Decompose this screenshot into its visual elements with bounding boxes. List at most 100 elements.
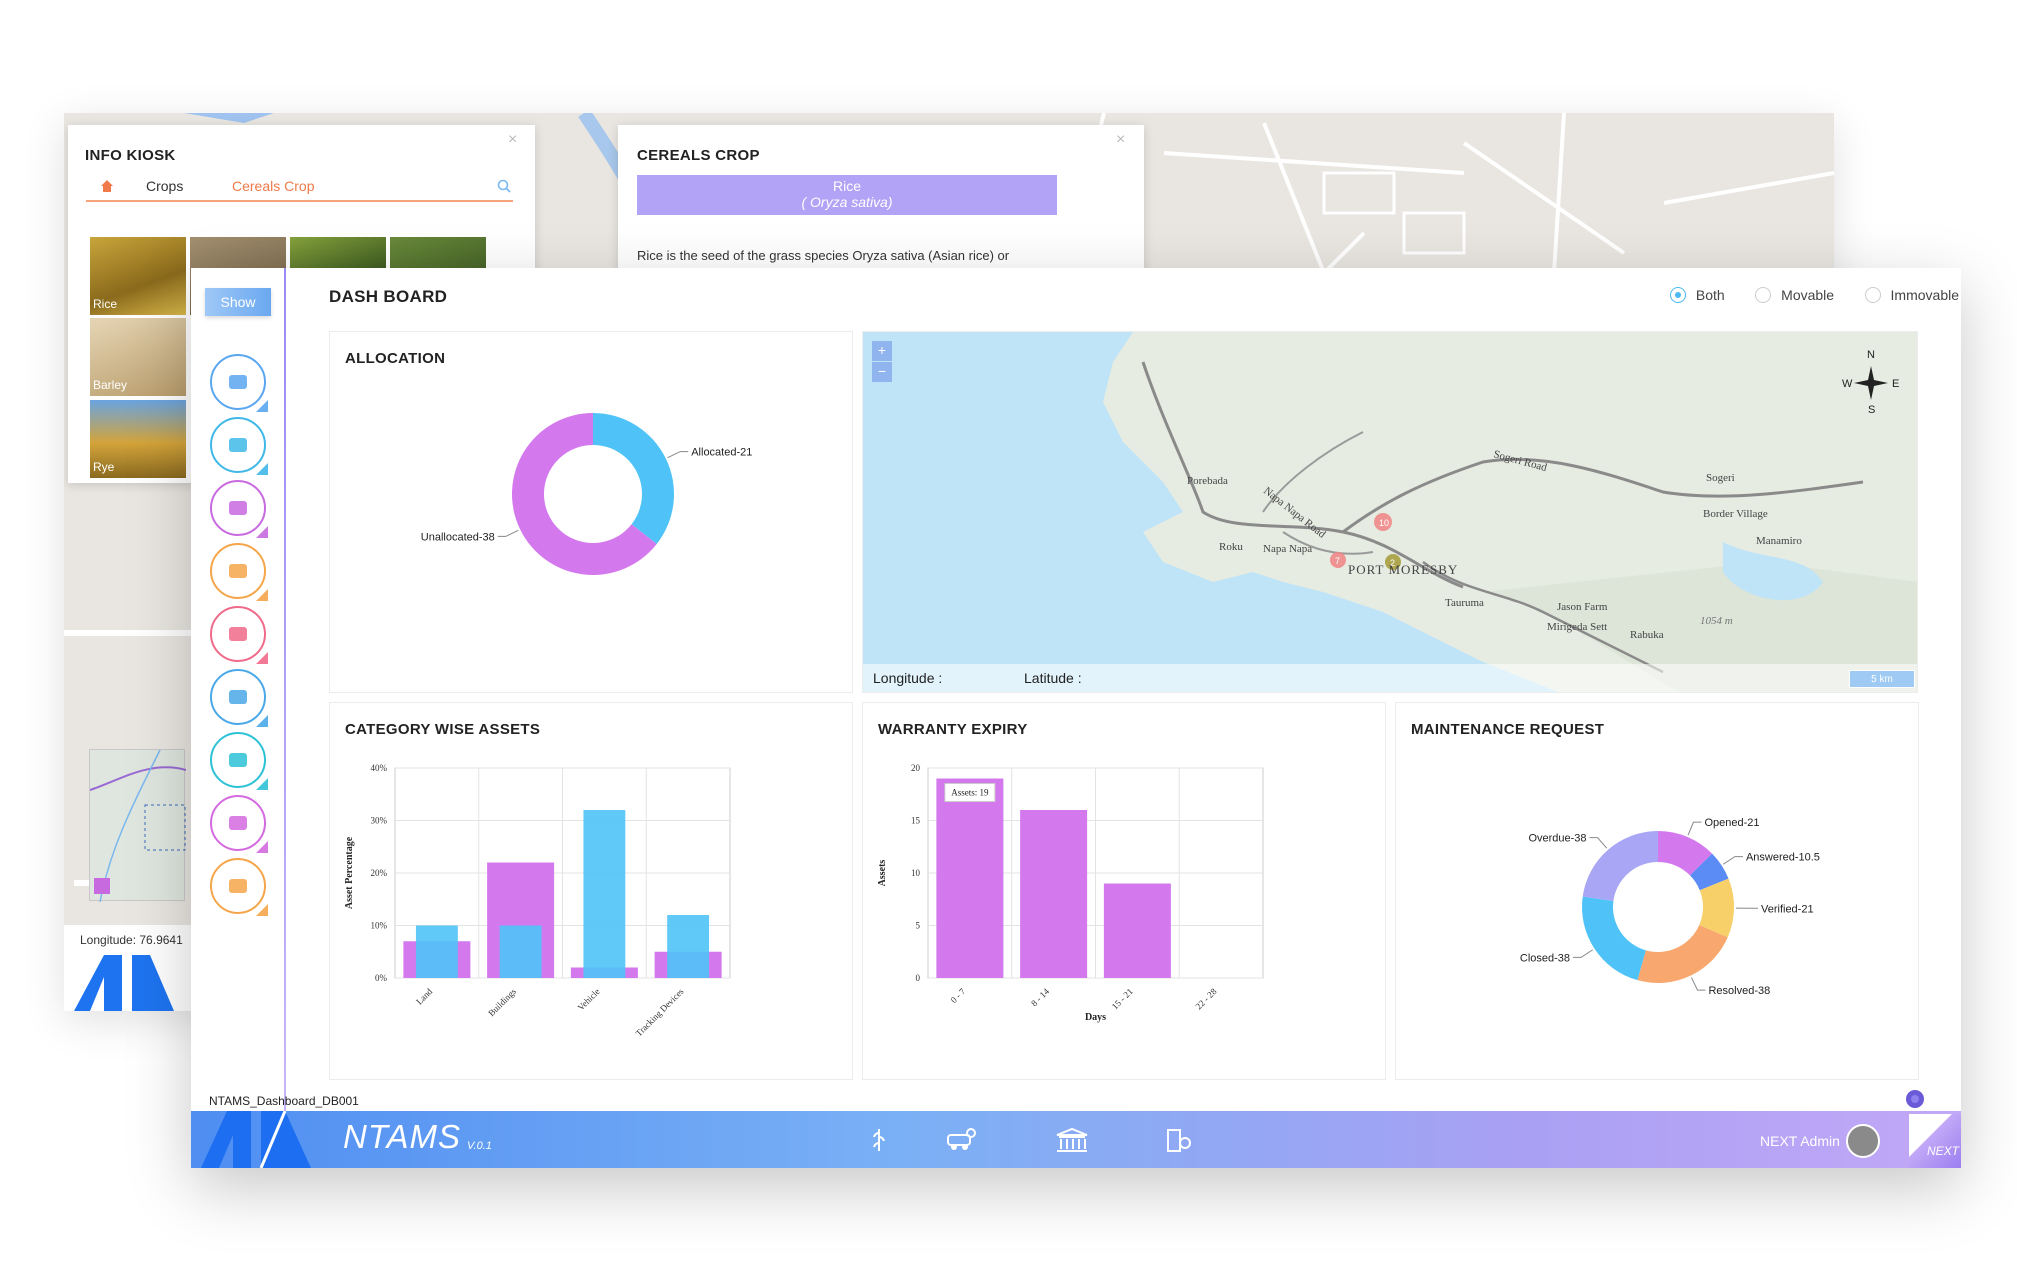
map-cluster-marker[interactable] <box>1330 552 1346 568</box>
x-tick-label: 8 - 14 <box>1029 986 1051 1008</box>
map-place-label: Roku <box>1219 541 1243 553</box>
bar[interactable] <box>1020 810 1088 978</box>
crop-name-banner: Rice ( Oryza sativa) <box>637 175 1057 215</box>
sidebar-item[interactable] <box>210 669 266 725</box>
y-tick-label: 5 <box>916 921 921 931</box>
tab-cereals-crop[interactable]: Cereals Crop <box>232 178 315 194</box>
close-icon[interactable]: × <box>508 131 518 148</box>
gear-icon <box>229 627 247 641</box>
slice-label: Resolved-38 <box>1708 985 1770 997</box>
footer-bar: NTAMS V.0.1 NEXT Admin NEXT <box>191 1111 1961 1168</box>
donut-slice[interactable] <box>1658 831 1713 876</box>
donut-slice[interactable] <box>1582 896 1646 981</box>
crop-scientific-name: ( Oryza sativa) <box>801 194 893 210</box>
crop-name: Rice <box>832 178 861 194</box>
sidebar-item[interactable] <box>210 732 266 788</box>
radio-immovable[interactable]: Immovable <box>1864 287 1959 303</box>
latitude-label: Latitude : <box>1024 670 1082 686</box>
slice-label: Verified-21 <box>1761 903 1814 915</box>
radio-dot[interactable] <box>1864 287 1881 303</box>
maintenance-request-chart[interactable]: Opened-21 Answered-10.5 Verified-21 Resolve… <box>1396 743 1920 1079</box>
maintenance-request-title: MAINTENANCE REQUEST <box>1411 721 1605 738</box>
bg-footer-area: Longitude: 76.9641 <box>64 925 194 1011</box>
slice-label: Unallocated-38 <box>421 531 495 543</box>
bar[interactable] <box>499 925 542 979</box>
sidebar-item[interactable] <box>210 543 266 599</box>
radio-movable[interactable]: Movable <box>1755 287 1834 303</box>
zoom-out-button[interactable]: − <box>872 362 892 382</box>
bar[interactable] <box>1103 883 1171 979</box>
users-icon <box>229 501 247 515</box>
slice-leader-line <box>1589 837 1608 849</box>
warranty-expiry-chart[interactable]: 0 5 10 15 20 0 - 7 8 - 14 15 - 21 22 - 28 Assets D… <box>863 743 1387 1079</box>
agriculture-icon[interactable] <box>871 1127 895 1153</box>
slice-label: Answered-10.5 <box>1746 852 1820 864</box>
zoom-in-button[interactable]: + <box>872 341 892 361</box>
show-button[interactable]: Show <box>205 288 271 316</box>
category-assets-card: CATEGORY WISE ASSETS 0% 10% 20% 30% 40% Land B… <box>329 702 853 1080</box>
radio-both[interactable]: Both <box>1669 287 1725 303</box>
sidebar-item[interactable] <box>210 480 266 536</box>
dashboard-window: Show DASH BOARD Both Movable Immovable A… <box>191 268 1961 1168</box>
crop-tile-rye[interactable]: Rye <box>90 400 186 478</box>
vehicle-service-icon[interactable] <box>945 1127 977 1153</box>
bar[interactable] <box>583 810 626 978</box>
map-cluster-marker[interactable] <box>1374 513 1392 531</box>
search-icon[interactable] <box>497 179 511 193</box>
sidebar-item[interactable] <box>210 417 266 473</box>
bar[interactable] <box>415 925 458 979</box>
version-label: V.0.1 <box>467 1140 492 1152</box>
sidebar-item[interactable] <box>210 354 266 410</box>
mini-map[interactable] <box>89 749 187 903</box>
next-corner-logo: NEXT <box>1909 1114 1961 1168</box>
mini-map-image <box>89 749 187 903</box>
slice-leader-line <box>1722 856 1743 865</box>
sidebar-item[interactable] <box>210 858 266 914</box>
location-map[interactable]: 10 7 2 Porebada Napa Napa Road Roku Napa… <box>863 332 1918 693</box>
radio-label: Immovable <box>1890 287 1959 303</box>
slice-leader-line <box>497 529 519 537</box>
settings-flower-icon[interactable] <box>1904 1088 1926 1110</box>
bar[interactable] <box>667 915 710 978</box>
tab-crops[interactable]: Crops <box>146 178 184 194</box>
sidebar-divider <box>284 268 286 1113</box>
crop-tile-rice[interactable]: Rice <box>90 237 186 315</box>
map-place-label: Jason Farm <box>1557 601 1608 613</box>
radio-dot[interactable] <box>1669 287 1686 303</box>
y-tick-label: 10% <box>371 921 388 931</box>
avatar[interactable] <box>1846 1124 1880 1158</box>
donut-slice[interactable] <box>511 413 657 575</box>
radio-label: Both <box>1695 287 1725 303</box>
donut-slice[interactable] <box>1690 853 1729 891</box>
government-building-icon[interactable] <box>1055 1127 1089 1153</box>
x-axis-label: Days <box>1085 1012 1106 1023</box>
donut-slice[interactable] <box>1637 924 1728 983</box>
sidebar-item[interactable] <box>210 606 266 662</box>
kiosk-tabs: Crops Cereals Crop <box>86 176 513 202</box>
category-assets-chart[interactable]: 0% 10% 20% 30% 40% Land Buildings Vehicle Tracki… <box>330 743 854 1079</box>
map-place-label: Porebada <box>1187 475 1228 487</box>
donut-slice[interactable] <box>1582 831 1658 901</box>
radio-dot[interactable] <box>1755 287 1772 303</box>
crop-tile-label: Barley <box>93 378 128 392</box>
donut-slice[interactable] <box>1699 878 1734 938</box>
close-icon[interactable]: × <box>1116 131 1126 148</box>
donut-slice[interactable] <box>593 413 674 545</box>
bar[interactable] <box>936 778 1004 979</box>
maintenance-request-card: MAINTENANCE REQUEST Opened-21 Answered-10… <box>1395 702 1919 1080</box>
sidebar-item[interactable] <box>210 795 266 851</box>
x-tick-label: Land <box>414 986 435 1007</box>
building-settings-icon[interactable] <box>1165 1127 1193 1153</box>
allocation-chart[interactable]: Allocated-21 Unallocated-38 <box>330 372 854 692</box>
warranty-expiry-title: WARRANTY EXPIRY <box>878 721 1028 738</box>
map-cluster-count: 7 <box>1335 556 1340 566</box>
map-card[interactable]: 10 7 2 Porebada Napa Napa Road Roku Napa… <box>862 331 1918 693</box>
logo-icon <box>74 955 174 1011</box>
map-cluster-marker[interactable] <box>1385 554 1401 570</box>
brand-name: NTAMS <box>343 1118 462 1155</box>
y-tick-label: 20% <box>371 868 388 878</box>
user-name[interactable]: NEXT Admin <box>1760 1133 1840 1149</box>
document-icon <box>229 753 247 767</box>
crop-tile-barley[interactable]: Barley <box>90 318 186 396</box>
home-icon[interactable] <box>100 179 114 193</box>
